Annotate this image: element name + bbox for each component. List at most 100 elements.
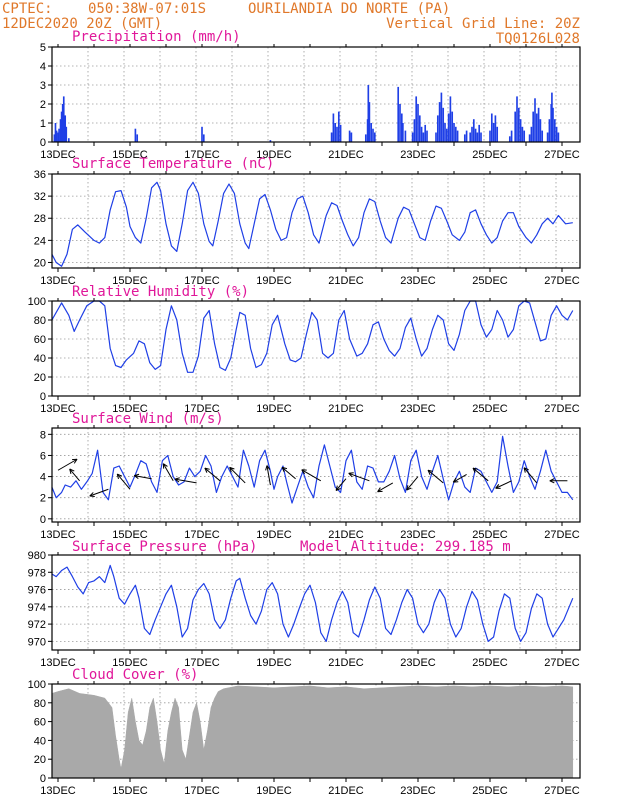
y-tick-label: 980 bbox=[28, 550, 46, 562]
x-tick-label: 25DEC bbox=[472, 149, 508, 161]
x-tick-label: 15DEC bbox=[112, 785, 148, 797]
x-tick-label: 17DEC bbox=[184, 403, 220, 415]
series-line-pressure bbox=[51, 564, 574, 643]
precip-bar bbox=[417, 104, 419, 142]
y-tick-label: 8 bbox=[40, 429, 46, 441]
precip-bar bbox=[510, 130, 513, 142]
precip-bar bbox=[62, 96, 65, 142]
panel-humidity: 0 20 40 60 80 100 13DEC 15DEC 17DEC 19DEC 21DEC 23D… bbox=[28, 284, 581, 415]
wind-arrow bbox=[427, 469, 444, 484]
panel-temperature: 20 24 28 32 36 13DEC 15DEC 17DEC 19DEC 21DEC 23DEC… bbox=[34, 156, 581, 287]
wind-arrow-head bbox=[281, 467, 285, 473]
series-line-wind bbox=[51, 435, 574, 504]
wind-arrow-head bbox=[406, 487, 412, 491]
x-tick-label: 21DEC bbox=[328, 275, 364, 287]
wind-arrow-head bbox=[89, 495, 95, 498]
precip-bar bbox=[136, 134, 139, 142]
wind-arrow-head bbox=[116, 473, 119, 480]
precip-bar bbox=[541, 130, 544, 142]
precip-bar bbox=[546, 132, 549, 142]
panel-title-cloud: Cloud Cover (%) bbox=[72, 667, 198, 683]
wind-arrow-head bbox=[427, 469, 434, 472]
x-tick-label: 19DEC bbox=[256, 149, 292, 161]
wind-arrow-head bbox=[523, 467, 526, 473]
wind-arrow bbox=[523, 467, 538, 484]
wind-arrow bbox=[335, 478, 347, 491]
wind-arrow bbox=[495, 480, 512, 489]
x-tick-label: 21DEC bbox=[328, 403, 364, 415]
precip-bar bbox=[444, 123, 446, 142]
wind-arrow bbox=[348, 472, 370, 482]
precip-bar bbox=[370, 123, 373, 142]
precip-bar bbox=[447, 113, 450, 142]
wind-arrow-head bbox=[133, 475, 139, 479]
precip-bar bbox=[201, 126, 203, 142]
precip-bar bbox=[348, 130, 351, 142]
panel-frame bbox=[51, 173, 581, 269]
x-tick-label: 13DEC bbox=[40, 275, 76, 287]
wind-arrow-head bbox=[163, 463, 168, 467]
wind-arrow-head bbox=[174, 478, 180, 483]
precip-bar bbox=[445, 128, 448, 142]
precip-bar bbox=[532, 111, 535, 142]
precip-bar bbox=[492, 123, 495, 142]
precip-bar bbox=[53, 134, 56, 142]
wind-arrow bbox=[162, 463, 174, 482]
precip-bar bbox=[494, 115, 497, 142]
precip-bar bbox=[539, 119, 542, 142]
x-tick-label: 17DEC bbox=[184, 657, 220, 669]
precip-bar bbox=[337, 111, 340, 142]
precip-bar bbox=[368, 102, 371, 142]
wind-arrow-head bbox=[69, 468, 75, 472]
x-tick-label: 13DEC bbox=[40, 529, 76, 541]
precip-bar bbox=[476, 132, 479, 142]
x-tick-label: 25DEC bbox=[472, 403, 508, 415]
precip-bar bbox=[426, 130, 428, 142]
y-tick-label: 0 bbox=[40, 514, 46, 526]
y-tick-label: 20 bbox=[34, 257, 46, 269]
precip-bar bbox=[508, 136, 511, 142]
y-tick-label: 976 bbox=[28, 585, 46, 597]
x-tick-label: 17DEC bbox=[184, 149, 220, 161]
wind-arrow bbox=[89, 488, 109, 497]
x-tick-label: 19DEC bbox=[256, 403, 292, 415]
precip-bar bbox=[517, 107, 520, 142]
precip-bar bbox=[422, 132, 425, 142]
series-line-temperature bbox=[51, 181, 573, 267]
header-datetime: 12DEC2020 20Z (GMT) bbox=[2, 16, 162, 32]
wind-arrow-head bbox=[229, 467, 232, 473]
x-tick-label: 23DEC bbox=[400, 275, 436, 287]
y-tick-label: 0 bbox=[40, 391, 46, 403]
x-tick-label: 17DEC bbox=[184, 785, 220, 797]
wind-arrow-head bbox=[472, 467, 476, 473]
precip-bar bbox=[496, 126, 499, 142]
precip-bar bbox=[402, 123, 404, 142]
header-source: CPTEC: bbox=[2, 1, 53, 17]
wind-arrow-head bbox=[69, 468, 72, 474]
wind-arrow bbox=[57, 458, 78, 471]
x-tick-label: 27DEC bbox=[544, 785, 580, 797]
panel-title-wind: Surface Wind (m/s) bbox=[72, 411, 224, 427]
precip-bar bbox=[528, 134, 531, 142]
x-tick-label: 13DEC bbox=[40, 657, 76, 669]
panel-frame bbox=[51, 683, 581, 779]
precip-bar bbox=[399, 104, 401, 142]
precip-bar bbox=[330, 132, 333, 142]
wind-arrow bbox=[472, 467, 489, 482]
wind-arrow bbox=[69, 468, 80, 482]
y-tick-label: 4 bbox=[40, 472, 46, 484]
precip-bar bbox=[519, 119, 522, 142]
panel-title-pressure: Surface Pressure (hPa) bbox=[72, 539, 257, 555]
precip-bar bbox=[60, 111, 63, 142]
panel-frame bbox=[51, 554, 581, 651]
header-grid-note: Vertical Grid Line: 20Z bbox=[386, 16, 580, 32]
precip-bar bbox=[435, 132, 437, 142]
precip-bar bbox=[364, 134, 367, 142]
precip-bar bbox=[436, 115, 439, 142]
wind-arrow-head bbox=[117, 473, 123, 477]
wind-arrow-head bbox=[348, 472, 353, 478]
panel-cloud: 0 20 40 60 80 100 13DEC 15DEC 17DEC 19DEC 21DEC 23D… bbox=[28, 667, 581, 797]
x-tick-label: 21DEC bbox=[328, 785, 364, 797]
x-tick-label: 23DEC bbox=[400, 657, 436, 669]
